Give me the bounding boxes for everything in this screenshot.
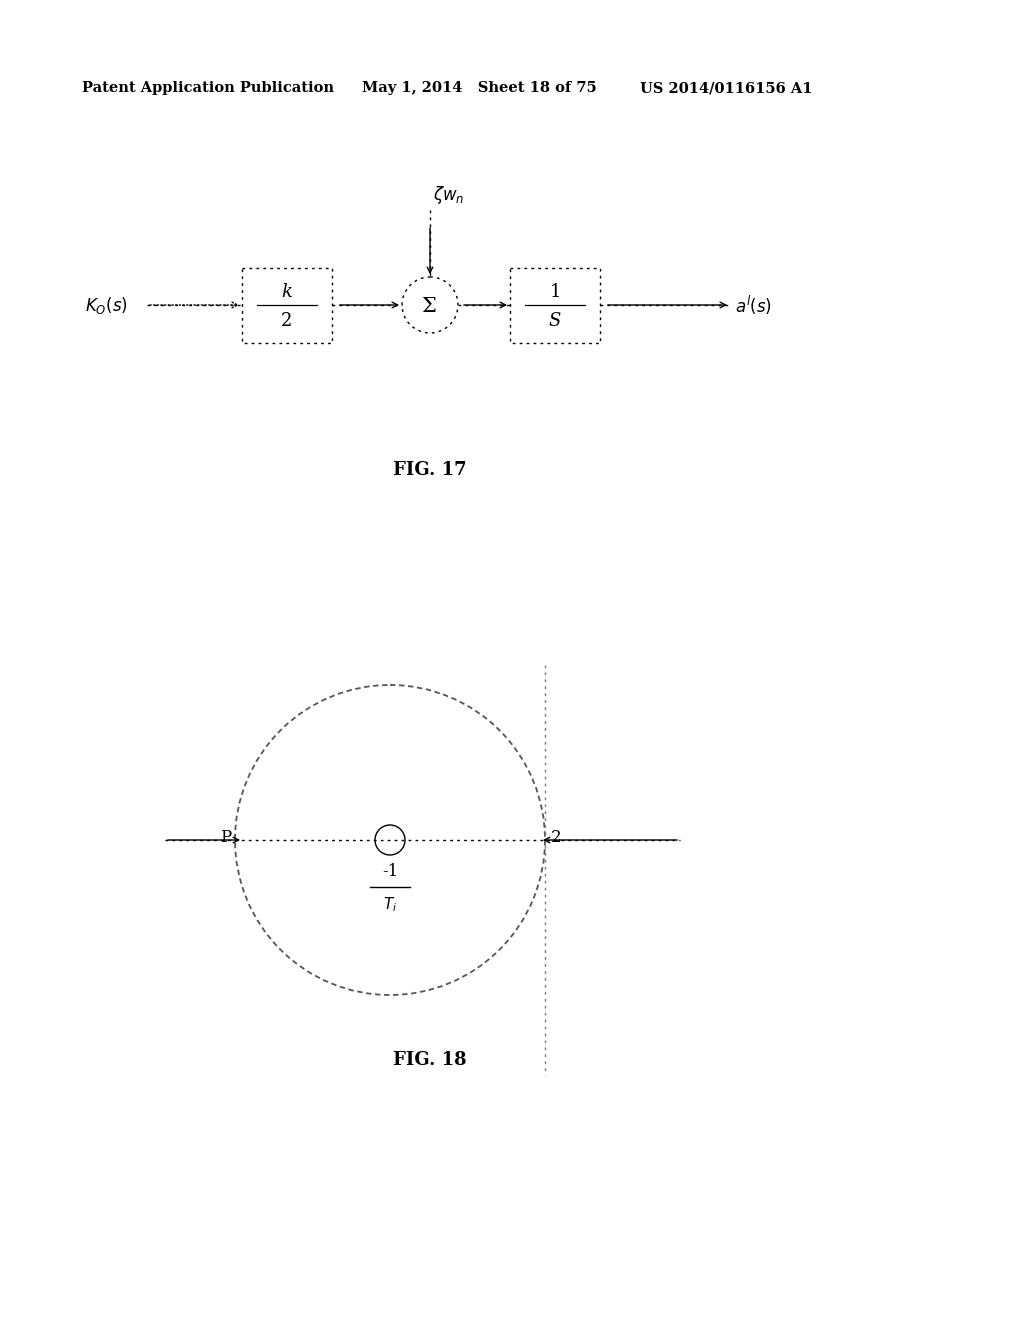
Bar	[242, 268, 332, 342]
Text: P: P	[220, 829, 231, 846]
Text: 1: 1	[549, 282, 561, 301]
Text: k: k	[282, 282, 293, 301]
Text: -1: -1	[382, 863, 398, 880]
Text: S: S	[549, 312, 561, 330]
Text: US 2014/0116156 A1: US 2014/0116156 A1	[640, 81, 812, 95]
Text: FIG. 18: FIG. 18	[393, 1051, 467, 1069]
Bar	[510, 268, 600, 342]
Text: $\zeta w_n$: $\zeta w_n$	[433, 183, 464, 206]
Text: $K_O(s)$: $K_O(s)$	[85, 294, 128, 315]
Text: $a^l(s)$: $a^l(s)$	[735, 293, 772, 317]
Text: May 1, 2014   Sheet 18 of 75: May 1, 2014 Sheet 18 of 75	[362, 81, 597, 95]
Text: $T_i$: $T_i$	[383, 896, 397, 915]
Text: 2: 2	[282, 312, 293, 330]
Text: Patent Application Publication: Patent Application Publication	[82, 81, 334, 95]
Circle shape	[402, 277, 458, 333]
Circle shape	[234, 685, 545, 995]
Text: 2: 2	[551, 829, 561, 846]
Text: FIG. 17: FIG. 17	[393, 461, 467, 479]
Circle shape	[375, 825, 406, 855]
Text: Σ: Σ	[422, 297, 436, 315]
